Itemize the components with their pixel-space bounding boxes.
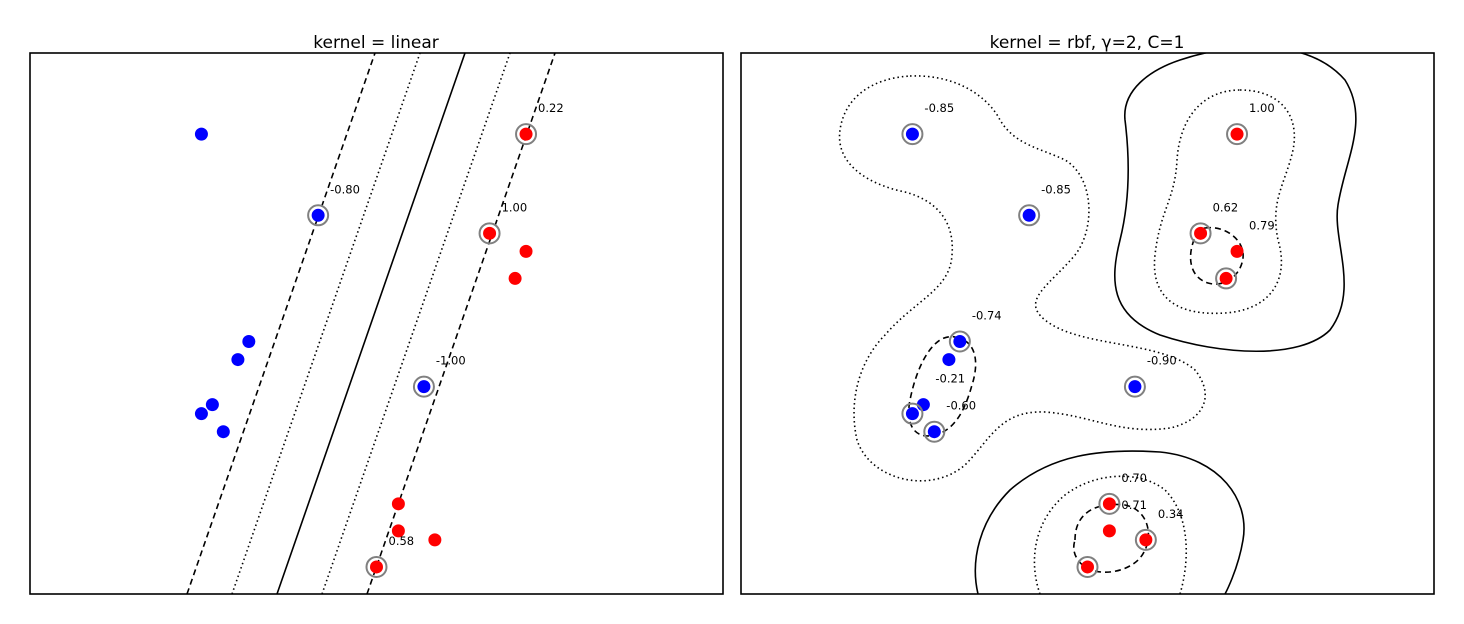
contour-dotted-negative (838, 75, 1206, 482)
support-vector-ring (1123, 375, 1146, 398)
data-point-positive (428, 533, 442, 547)
contour-line-dotted-positive (321, 53, 511, 594)
point-annotation: -0.80 (330, 182, 360, 196)
data-point-positive (519, 244, 533, 258)
support-vector-ring (923, 420, 946, 443)
data-point-negative (242, 335, 256, 349)
point-annotation: -0.60 (946, 399, 976, 413)
data-point-negative (205, 398, 219, 412)
decision-contours (186, 53, 556, 594)
decision-contours (838, 53, 1357, 594)
point-annotation: -0.21 (935, 372, 965, 386)
data-point-positive (483, 226, 497, 240)
plot-frame (29, 52, 724, 595)
support-vector-ring (901, 402, 924, 425)
data-point-negative (231, 353, 245, 367)
point-annotation: -0.90 (1147, 354, 1177, 368)
chart-title: kernel = linear (313, 33, 438, 53)
point-annotation: 0.70 (1121, 471, 1147, 485)
point-annotation: 1.00 (1249, 101, 1275, 115)
data-point-positive (1230, 127, 1244, 141)
data-point-negative (953, 335, 967, 349)
support-vector-ring (365, 555, 388, 578)
margin-top-right (1189, 226, 1244, 285)
support-vector-ring (478, 222, 501, 245)
data-points: -0.80 -1.00 0.22 1.00 0.58 (194, 101, 564, 578)
data-point-positive (1139, 533, 1153, 547)
rbf-kernel-panel: kernel = rbf, γ=2, C=1 -0.85-0.85-0.74-0… (740, 33, 1435, 595)
data-point-negative (194, 407, 208, 421)
data-point-positive (1230, 244, 1244, 258)
data-point-negative (216, 425, 230, 439)
data-point-positive (391, 497, 405, 511)
support-vector-ring (948, 330, 971, 353)
point-annotation: 1.00 (502, 200, 528, 214)
data-point-negative (1128, 380, 1142, 394)
data-point-positive (391, 524, 405, 538)
point-annotation: -1.00 (436, 354, 466, 368)
point-annotation: 0.71 (1121, 498, 1147, 512)
data-point-positive (508, 271, 522, 285)
data-point-positive (1102, 497, 1116, 511)
support-vector-ring (1018, 204, 1041, 227)
support-vector-ring (1098, 492, 1121, 515)
data-point-negative (905, 127, 919, 141)
decision-boundary-top-right (1114, 53, 1357, 353)
contour-dotted-top-right (1153, 89, 1296, 315)
decision-boundary (276, 53, 466, 594)
data-point-negative (916, 398, 930, 412)
point-annotation: 0.22 (538, 101, 564, 115)
support-vector-ring (1226, 123, 1249, 146)
data-point-positive (519, 127, 533, 141)
support-vector-ring (901, 123, 924, 146)
support-vector-ring (1215, 267, 1238, 290)
support-vector-ring (412, 375, 435, 398)
support-vector-ring (515, 123, 538, 146)
chart-title: kernel = rbf, γ=2, C=1 (990, 33, 1185, 53)
contour-line-dotted-negative (231, 53, 421, 594)
point-annotation: -0.85 (924, 101, 954, 115)
point-annotation: 0.79 (1249, 218, 1275, 232)
decision-boundary-bottom (974, 450, 1245, 594)
data-point-positive (1081, 560, 1094, 574)
support-vector-ring (307, 204, 330, 227)
linear-kernel-panel: kernel = linear -0.80 -1.00 0.22 1.00 0.58 (29, 33, 724, 595)
data-point-negative (927, 425, 941, 439)
point-annotation: 0.62 (1213, 200, 1239, 214)
support-vector-ring (1189, 222, 1212, 245)
data-point-negative (311, 208, 325, 222)
plot-frame (740, 52, 1435, 595)
point-annotation: -0.85 (1041, 182, 1071, 196)
data-point-negative (905, 407, 919, 421)
data-point-positive (1194, 226, 1208, 240)
point-annotation: 0.58 (389, 534, 415, 548)
margin-negative (908, 335, 977, 437)
support-vector-ring (1134, 528, 1157, 551)
data-point-negative (417, 380, 431, 394)
margin-line-negative (186, 53, 376, 594)
data-point-positive (1219, 271, 1233, 285)
data-point-negative (194, 127, 208, 141)
data-points: -0.85 -0.85 -0.74 -0.21 -0.60 -0.90 1.00 0.62 0.… (901, 101, 1275, 578)
support-vector-ring (1076, 555, 1099, 578)
point-annotation: 0.34 (1158, 507, 1184, 521)
data-point-positive (1102, 524, 1116, 538)
point-annotation: -0.74 (972, 309, 1002, 323)
data-point-negative (942, 353, 956, 367)
data-point-negative (1022, 208, 1036, 222)
data-point-positive (370, 560, 383, 574)
